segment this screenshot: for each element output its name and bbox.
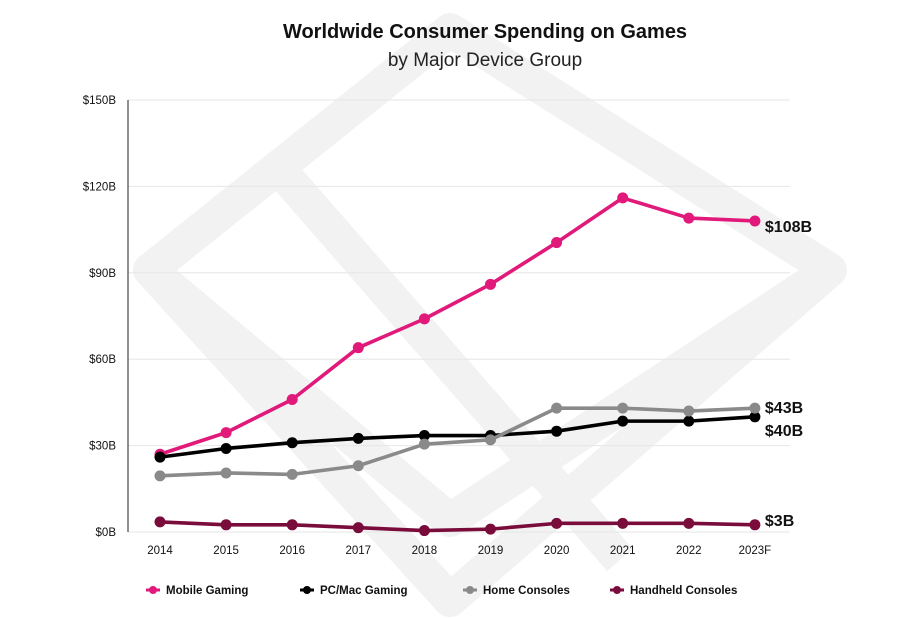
data-point (617, 517, 629, 529)
data-point (154, 451, 166, 463)
data-point (683, 517, 695, 529)
legend-swatch-dot (149, 586, 157, 594)
data-point (749, 402, 761, 414)
data-point (485, 523, 496, 535)
x-tick-label: 2019 (478, 545, 504, 557)
x-tick-label: 2021 (610, 545, 636, 557)
y-tick-label: $90B (89, 268, 116, 280)
x-tick-label: 2018 (412, 545, 438, 557)
data-point (220, 467, 232, 479)
watermark-outer-shape (133, 13, 847, 617)
end-label-console: $43B (765, 400, 803, 417)
data-point (485, 434, 496, 446)
gridlines (127, 99, 790, 533)
series-handheld (154, 516, 761, 537)
chart-subtitle: by Major Device Group (388, 50, 582, 71)
watermark-logo (133, 13, 847, 617)
legend-swatch-dot (466, 586, 474, 594)
chart-title: Worldwide Consumer Spending on Games (283, 21, 687, 43)
y-tick-label: $150B (83, 95, 117, 107)
legend-swatch-dot (303, 586, 311, 594)
data-point (352, 342, 364, 354)
series-line (158, 406, 757, 478)
x-tick-label: 2023F (739, 545, 772, 557)
data-point (220, 442, 232, 454)
data-point (352, 460, 364, 472)
data-point (485, 278, 496, 290)
legend-label: PC/Mac Gaming (320, 585, 408, 597)
data-point (418, 430, 430, 442)
data-point (418, 438, 430, 450)
end-label-handheld: $3B (765, 513, 794, 530)
data-point (220, 427, 232, 439)
legend-item-mobile: Mobile Gaming (146, 585, 248, 597)
data-point (683, 415, 695, 427)
y-tick-label: $120B (83, 181, 117, 193)
data-point (749, 411, 761, 423)
data-point (154, 470, 166, 482)
legend-item-pc: PC/Mac Gaming (300, 585, 408, 597)
data-point (551, 517, 563, 529)
data-point (749, 215, 761, 227)
data-point (551, 237, 563, 249)
x-tick-label: 2015 (213, 545, 239, 557)
y-tick-label: $0B (96, 527, 117, 539)
end-labels: $108B $40B $43B $3B (765, 219, 812, 530)
series-pc (154, 411, 761, 463)
data-point (220, 519, 232, 531)
data-point (154, 516, 166, 528)
series-line (158, 196, 757, 457)
x-tick-label: 2020 (544, 545, 570, 557)
data-point (617, 415, 629, 427)
legend-label: Mobile Gaming (166, 585, 248, 597)
data-point (418, 313, 430, 325)
x-tick-label: 2016 (279, 545, 305, 557)
watermark-cross-line (267, 158, 633, 572)
legend-item-console: Home Consoles (463, 585, 570, 597)
data-point (617, 192, 629, 204)
y-tick-label: $30B (89, 441, 116, 453)
data-point (617, 402, 629, 414)
data-point (352, 432, 364, 444)
data-point (418, 525, 430, 537)
data-point (352, 522, 364, 534)
legend-item-handheld: Handheld Consoles (610, 585, 737, 597)
legend-swatch-dot (613, 586, 621, 594)
data-point (286, 437, 298, 449)
series-line (158, 414, 757, 459)
end-label-mobile: $108B (765, 219, 812, 236)
end-label-pc: $40B (765, 423, 803, 440)
series-console (154, 402, 761, 482)
series-group (154, 192, 761, 537)
data-point (551, 402, 563, 414)
legend-label: Home Consoles (483, 585, 570, 597)
x-tick-label: 2014 (147, 545, 173, 557)
data-point (286, 519, 298, 531)
data-point (286, 468, 298, 480)
data-point (683, 405, 695, 417)
x-axis-ticks: 2014 2015 2016 2017 2018 2019 2020 2021 2022 2023… (147, 545, 771, 557)
watermark-inner-shape (139, 255, 840, 537)
data-point (551, 425, 563, 437)
data-point (683, 212, 695, 224)
series-line (158, 520, 757, 533)
legend: Mobile Gaming PC/Mac Gaming Home Consoles H… (146, 585, 737, 597)
y-axis-ticks: $0B $30B $60B $90B $120B $150B (83, 95, 117, 539)
data-point (286, 394, 298, 406)
data-point (749, 519, 761, 531)
y-tick-label: $60B (89, 354, 116, 366)
x-tick-label: 2022 (676, 545, 702, 557)
x-tick-label: 2017 (346, 545, 372, 557)
legend-label: Handheld Consoles (630, 585, 737, 597)
